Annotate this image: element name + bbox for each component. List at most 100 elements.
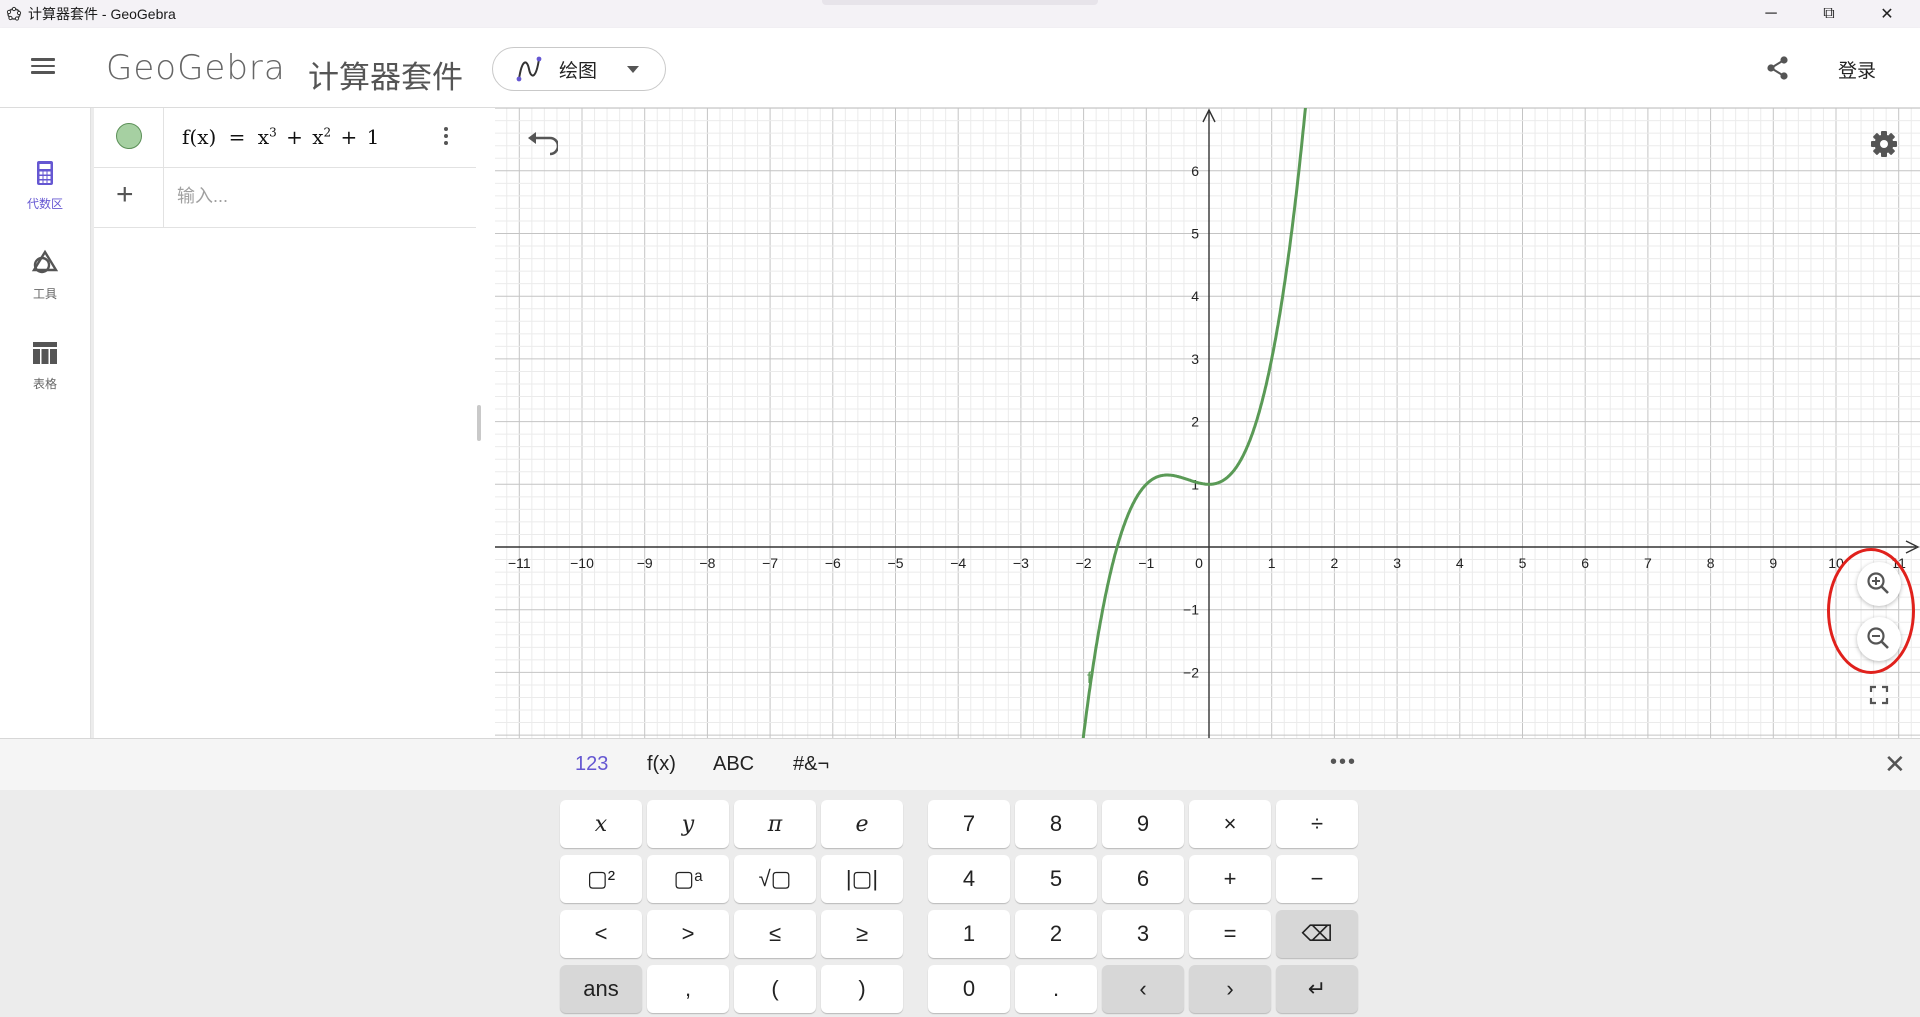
key-plus[interactable]: + — [1189, 855, 1271, 903]
login-button[interactable]: 登录 — [1838, 61, 1877, 82]
rail-item-table[interactable]: 表格 — [0, 338, 90, 410]
key-ans[interactable]: ans — [560, 965, 642, 1013]
share-icon[interactable] — [1764, 54, 1792, 82]
algebra-panel: f(x) = x3 + x2 + 1 + — [90, 108, 495, 738]
key-x[interactable]: x — [560, 800, 642, 848]
key-multiply[interactable]: × — [1189, 800, 1271, 848]
x-tick-label: 8 — [1707, 555, 1715, 571]
key-leq[interactable]: ≤ — [734, 910, 816, 958]
rail-item-algebra[interactable]: 代数区 — [0, 158, 90, 230]
x-tick-label: −1 — [1138, 555, 1154, 571]
algebra-input[interactable] — [177, 168, 467, 224]
x-tick-label: 0 — [1195, 555, 1203, 571]
key-open-paren[interactable]: ( — [734, 965, 816, 1013]
key-9[interactable]: 9 — [1102, 800, 1184, 848]
key-7[interactable]: 7 — [928, 800, 1010, 848]
tab-letters[interactable]: ABC — [713, 753, 755, 775]
key-2[interactable]: 2 — [1015, 910, 1097, 958]
tab-numbers[interactable]: 123 — [575, 753, 609, 775]
x-tick-label: 9 — [1769, 555, 1777, 571]
key-minus[interactable]: − — [1276, 855, 1358, 903]
graph-canvas[interactable]: −11 −10 −9 −8 −7 −6 −5 −4 −3 −2 −1 0 1 2 3 4 5 6 7 8 9 10 1165… — [495, 108, 1920, 738]
highlight-annotation — [1827, 548, 1915, 674]
restore-button[interactable]: ⧉ — [1823, 5, 1835, 22]
x-tick-label: −9 — [637, 555, 653, 571]
x-tick-label: 3 — [1393, 555, 1401, 571]
key-1[interactable]: 1 — [928, 910, 1010, 958]
tab-functions[interactable]: f(x) — [647, 753, 676, 775]
x-tick-label: 5 — [1519, 555, 1527, 571]
key-comma[interactable]: , — [647, 965, 729, 1013]
key-greater[interactable]: > — [647, 910, 729, 958]
key-3[interactable]: 3 — [1102, 910, 1184, 958]
minimize-button[interactable]: ─ — [1765, 5, 1777, 22]
x-tick-label: −8 — [699, 555, 715, 571]
x-tick-label: 4 — [1456, 555, 1464, 571]
app-select-label: 绘图 — [559, 60, 598, 82]
y-tick-label: −2 — [1183, 664, 1199, 680]
key-4[interactable]: 4 — [928, 855, 1010, 903]
x-tick-label: 6 — [1581, 555, 1589, 571]
key-abs[interactable]: |▢| — [821, 855, 903, 903]
more-keys-icon[interactable]: ••• — [1330, 751, 1358, 773]
graphics-view[interactable]: −11 −10 −9 −8 −7 −6 −5 −4 −3 −2 −1 0 1 2 3 4 5 6 7 8 9 10 11 6 5… — [495, 108, 1920, 738]
key-pi[interactable]: π — [734, 800, 816, 848]
visibility-toggle[interactable] — [94, 108, 164, 167]
nav-rail: 代数区 工具 表格 — [0, 108, 90, 738]
input-marker: + — [94, 168, 164, 227]
function-expression[interactable]: f(x) = x3 + x2 + 1 — [182, 125, 380, 149]
menu-icon[interactable] — [28, 54, 58, 82]
titlebar-drag-area — [822, 0, 1098, 5]
x-tick-label: 2 — [1331, 555, 1339, 571]
x-tick-label: −4 — [950, 555, 966, 571]
more-options-icon[interactable] — [444, 124, 450, 148]
right-arrow-key[interactable]: › — [1189, 965, 1271, 1013]
key-square[interactable]: ▢² — [560, 855, 642, 903]
y-tick-label: −1 — [1183, 602, 1199, 618]
key-close-paren[interactable]: ) — [821, 965, 903, 1013]
y-axis-arrow — [1202, 108, 1216, 123]
left-arrow-key[interactable]: ‹ — [1102, 965, 1184, 1013]
key-less[interactable]: < — [560, 910, 642, 958]
tab-symbols[interactable]: #&¬ — [793, 753, 830, 775]
key-power[interactable]: ▢ᵃ — [647, 855, 729, 903]
graphing-icon — [516, 56, 542, 82]
keyboard-tab-bar: 123 f(x) ABC #&¬ ••• ✕ — [0, 738, 1920, 790]
window-titlebar: 计算器套件 - GeoGebra ─ ⧉ ✕ — [0, 0, 1920, 28]
close-window-button[interactable]: ✕ — [1880, 6, 1894, 23]
shapes-icon — [31, 249, 59, 274]
rail-item-label: 代数区 — [26, 197, 63, 211]
add-icon[interactable]: + — [116, 178, 134, 211]
key-5[interactable]: 5 — [1015, 855, 1097, 903]
app-select-dropdown[interactable]: 绘图 — [492, 47, 666, 91]
key-decimal[interactable]: . — [1015, 965, 1097, 1013]
algebra-input-row[interactable]: + — [94, 168, 476, 228]
gear-icon[interactable] — [1868, 128, 1900, 160]
key-divide[interactable]: ÷ — [1276, 800, 1358, 848]
x-tick-label: −5 — [888, 555, 904, 571]
key-0[interactable]: 0 — [928, 965, 1010, 1013]
suite-title: 计算器套件 — [308, 60, 463, 95]
x-tick-label: −7 — [762, 555, 778, 571]
rail-item-label: 表格 — [32, 377, 57, 391]
key-6[interactable]: 6 — [1102, 855, 1184, 903]
backspace-key[interactable]: ⌫ — [1276, 910, 1358, 958]
fullscreen-icon[interactable] — [1857, 673, 1901, 717]
enter-key[interactable]: ↵ — [1276, 965, 1358, 1013]
undo-icon[interactable] — [524, 128, 558, 158]
table-icon — [33, 342, 57, 364]
key-y[interactable]: y — [647, 800, 729, 848]
close-keyboard-icon[interactable]: ✕ — [1884, 749, 1906, 779]
key-sqrt[interactable]: √▢ — [734, 855, 816, 903]
y-tick-label: 3 — [1191, 351, 1199, 367]
key-equals[interactable]: = — [1189, 910, 1271, 958]
function-visibility-dot[interactable] — [116, 123, 142, 149]
key-geq[interactable]: ≥ — [821, 910, 903, 958]
key-8[interactable]: 8 — [1015, 800, 1097, 848]
key-e[interactable]: e — [821, 800, 903, 848]
panel-resize-handle[interactable] — [477, 405, 481, 441]
rail-item-tools[interactable]: 工具 — [0, 248, 90, 320]
x-tick-label: −10 — [570, 555, 594, 571]
algebra-row-f[interactable]: f(x) = x3 + x2 + 1 — [94, 108, 476, 168]
x-tick-label: −6 — [825, 555, 841, 571]
